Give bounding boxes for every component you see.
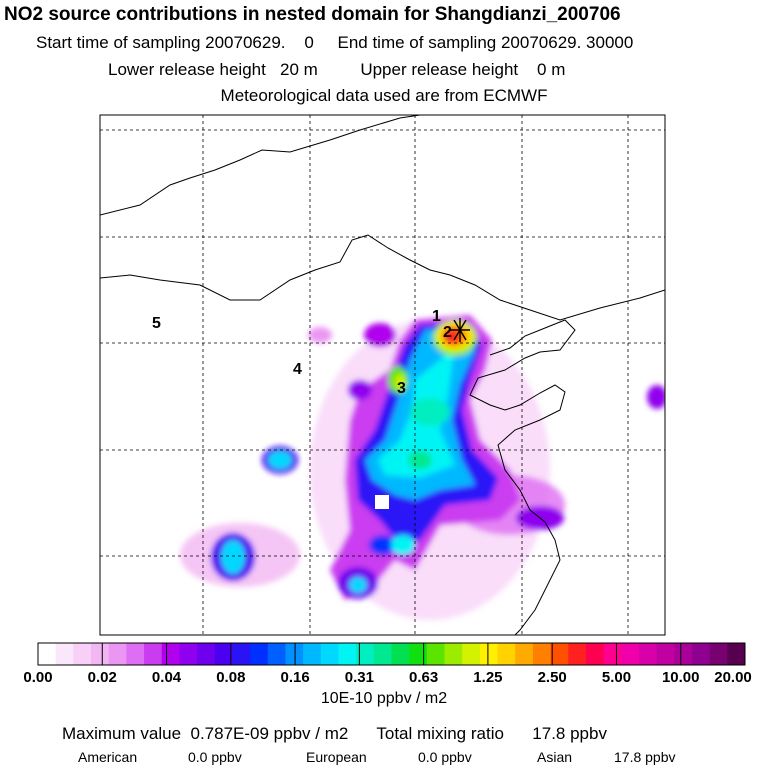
colorbar-tick-label: 20.00: [714, 669, 752, 686]
colorbar-swatch: [232, 643, 251, 665]
colorbar-swatch: [727, 643, 746, 665]
colorbar-swatch: [285, 643, 304, 665]
upper-label: Upper release height: [360, 60, 519, 79]
colorbar-swatch: [356, 643, 375, 665]
colorbar-swatch: [674, 643, 693, 665]
region-label-5: 5: [152, 315, 161, 332]
release-height-line: Lower release height 20 m Upper release …: [108, 60, 768, 80]
lat-lon-grid: [100, 115, 665, 635]
colorbar-swatch: [444, 643, 463, 665]
colorbar-swatch: [515, 643, 534, 665]
sampling-time-line: Start time of sampling 20070629. 0 End t…: [36, 33, 768, 53]
colorbar-swatch: [197, 643, 216, 665]
asian-value: 17.8 ppbv: [614, 749, 676, 765]
max-value: 0.787E-09 ppbv / m2: [190, 724, 349, 743]
lower-value: 20 m: [280, 60, 318, 79]
colorbar-swatch: [479, 643, 498, 665]
colorbar-swatch: [126, 643, 145, 665]
colorbar-swatch: [709, 643, 728, 665]
region-label-3: 3: [397, 380, 406, 397]
colorbar-tick-label: 2.50: [537, 669, 567, 686]
max-label: Maximum value: [62, 724, 182, 743]
colorbar-tick-label: 0.00: [23, 669, 53, 686]
colorbar-tick-label: 1.25: [473, 669, 503, 686]
colorbar-swatch: [497, 643, 516, 665]
met-data-line: Meteorological data used are from ECMWF: [220, 86, 548, 105]
lower-label: Lower release height: [108, 60, 266, 79]
colorbar-tick-label: 10.00: [661, 669, 700, 686]
asian-label: Asian: [537, 749, 573, 765]
region-label-4: 4: [293, 361, 302, 378]
american-label: American: [78, 749, 138, 765]
colorbar-tick-label: 0.31: [344, 669, 374, 686]
colorbar-swatch: [108, 643, 127, 665]
colorbar-swatch: [691, 643, 711, 665]
colorbar-swatch: [73, 643, 92, 665]
colorbar-tick-label: 0.63: [409, 669, 439, 686]
colorbar-swatch: [91, 643, 110, 665]
colorbar-unit: 10E-10 ppbv / m2: [320, 690, 448, 707]
colorbar-tick-label: 0.08: [216, 669, 246, 686]
colorbar-swatch: [603, 643, 622, 665]
colorbar-swatch: [161, 643, 180, 665]
colorbar-swatch: [409, 643, 428, 665]
colorbar-swatch: [214, 643, 233, 665]
colorbar-swatch: [462, 643, 481, 665]
colorbar-swatch: [585, 643, 604, 665]
colorbar-swatch: [320, 643, 339, 665]
colorbar-swatch: [303, 643, 322, 665]
colorbar-swatch: [550, 643, 569, 665]
european-value: 0.0 ppbv: [418, 749, 472, 765]
american-value: 0.0 ppbv: [188, 749, 242, 765]
coastline-borders: [100, 115, 665, 635]
colorbar-swatch: [144, 643, 163, 665]
total-label: Total mixing ratio: [376, 724, 504, 743]
start-label: Start time of sampling: [36, 33, 201, 52]
colorbar-swatch: [621, 643, 640, 665]
colorbar-swatch: [179, 643, 198, 665]
colorbar-swatch: [250, 643, 269, 665]
colorbar-swatch: [338, 643, 357, 665]
region-label-1: 1: [432, 308, 441, 325]
colorbar-tick-label: 0.16: [280, 669, 310, 686]
colorbar: [37, 642, 746, 666]
asterisk-icon: [450, 318, 470, 342]
colorbar-swatch: [38, 643, 57, 665]
colorbar-swatch: [656, 643, 675, 665]
colorbar-swatch: [55, 643, 74, 665]
colorbar-swatch: [532, 643, 551, 665]
colorbar-swatch: [267, 643, 286, 665]
upper-value: 0 m: [537, 60, 566, 79]
region-label-2: 2: [443, 324, 452, 341]
colorbar-swatch: [638, 643, 658, 665]
end-value: 20070629. 30000: [500, 33, 634, 52]
european-label: European: [306, 749, 367, 765]
colorbar-tick-label: 0.04: [151, 669, 182, 686]
colorbar-frame: [37, 642, 746, 666]
colorbar-swatch: [391, 643, 410, 665]
plume-layer: [180, 315, 665, 620]
start-value: 20070629. 0: [205, 33, 314, 52]
colorbar-swatch: [426, 643, 445, 665]
stats-line: Maximum value 0.787E-09 ppbv / m2 Total …: [62, 724, 607, 744]
page-title: NO2 source contributions in nested domai…: [4, 4, 621, 25]
map-frame: [99, 114, 666, 636]
total-value: 17.8 ppbv: [532, 724, 607, 743]
end-label: End time of sampling: [337, 33, 497, 52]
colorbar-tick-label: 0.02: [87, 669, 117, 686]
colorbar-tick-label: 5.00: [601, 669, 632, 686]
colorbar-swatch: [568, 643, 587, 665]
colorbar-swatch: [373, 643, 392, 665]
